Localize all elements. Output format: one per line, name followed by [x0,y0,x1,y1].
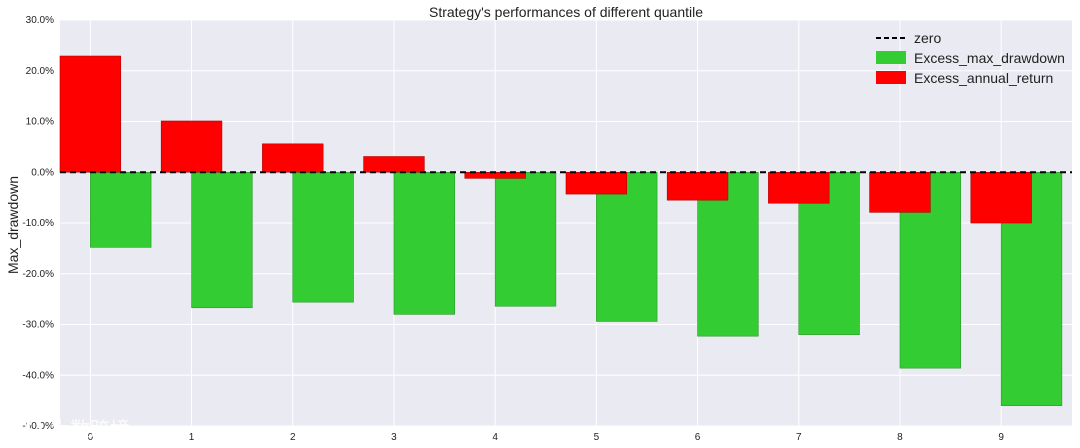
bar-excess-max-drawdown [596,171,658,322]
x-tick-label: 2 [290,432,296,443]
bar-excess-annual-return [970,171,1032,224]
bars [59,55,1063,406]
chart-title: Strategy's performances of different qua… [429,4,703,20]
bar-excess-annual-return [262,143,324,173]
y-tick-label: -40.0% [22,370,54,381]
bar-excess-annual-return [869,171,931,213]
watermark-text: 大数跨境 [50,417,130,441]
x-tick-label: 7 [796,432,802,443]
legend-label: Excess_annual_return [914,70,1053,86]
x-tick-label: 1 [189,432,195,443]
y-tick-label: -20.0% [22,269,54,280]
watermark: 大数跨境 [10,417,130,441]
bar-excess-max-drawdown [191,171,253,309]
bar-excess-annual-return [160,120,223,173]
y-tick-label: 0.0% [31,167,54,178]
watermark-logo-icon [10,417,42,437]
bar-excess-annual-return [565,171,628,195]
bar-excess-max-drawdown [90,171,152,248]
bar-excess-annual-return [59,55,122,173]
bar-excess-max-drawdown [292,171,354,303]
legend-swatch [876,71,906,84]
y-tick-label: -10.0% [22,218,54,229]
legend-swatch [876,51,906,64]
bar-excess-annual-return [666,171,729,201]
x-tick-label: 6 [695,432,701,443]
y-tick-label: 10.0% [26,117,54,128]
legend-label: Excess_max_drawdown [914,50,1065,66]
bar-excess-annual-return [363,156,425,173]
legend: zero Excess_max_drawdown Excess_annual_ret… [876,30,1065,86]
x-tick-labels: 0 1 2 3 4 5 6 7 8 9 [88,432,1005,443]
bar-excess-max-drawdown [494,171,557,307]
y-tick-label: -50.0% [22,421,54,432]
y-tick-labels: 30.0% 20.0% 10.0% 0.0% -10.0% -20.0% -30.0% -40… [22,15,54,432]
y-tick-label: 20.0% [26,66,54,77]
y-tick-label: -30.0% [22,320,54,331]
x-tick-label: 4 [492,432,498,443]
x-tick-label: 3 [391,432,397,443]
bar-excess-max-drawdown [393,171,455,315]
bar-excess-annual-return [768,171,830,204]
x-tick-label: 5 [594,432,600,443]
x-tick-label: 0 [88,432,94,443]
x-tick-label: 9 [998,432,1004,443]
y-tick-label: 30.0% [26,15,54,26]
y-axis-label: Max_drawdown [5,176,21,274]
x-tick-label: 8 [897,432,903,443]
legend-label: zero [914,30,941,46]
